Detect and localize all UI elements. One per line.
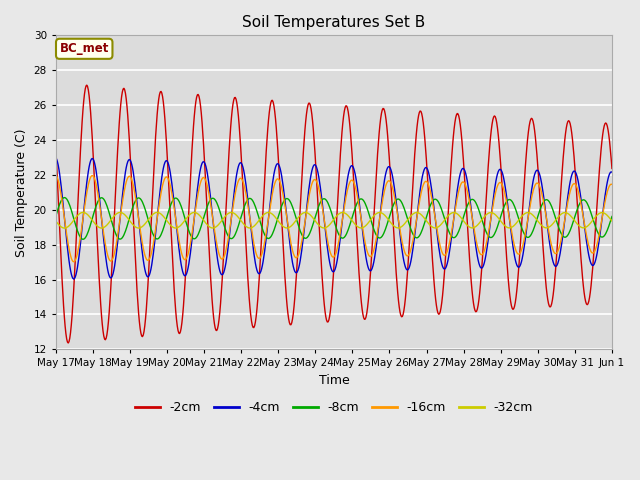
- -4cm: [608, 169, 616, 175]
- Line: -32cm: -32cm: [56, 212, 612, 228]
- Line: -8cm: -8cm: [56, 198, 612, 240]
- Title: Soil Temperatures Set B: Soil Temperatures Set B: [243, 15, 426, 30]
- -16cm: [177, 245, 184, 251]
- -8cm: [63, 196, 70, 202]
- -8cm: [608, 214, 616, 219]
- -16cm: [206, 196, 214, 202]
- -4cm: [177, 256, 184, 262]
- -8cm: [403, 214, 411, 220]
- -2cm: [177, 325, 185, 331]
- -8cm: [52, 214, 60, 219]
- Y-axis label: Soil Temperature (C): Soil Temperature (C): [15, 128, 28, 257]
- -16cm: [419, 185, 426, 191]
- -4cm: [419, 173, 426, 179]
- -16cm: [120, 190, 128, 196]
- Text: BC_met: BC_met: [60, 42, 109, 55]
- -32cm: [63, 225, 70, 230]
- -32cm: [52, 218, 60, 224]
- -32cm: [61, 225, 68, 231]
- -4cm: [62, 230, 70, 236]
- -8cm: [207, 197, 214, 203]
- -32cm: [79, 209, 87, 215]
- -32cm: [419, 214, 427, 220]
- -16cm: [52, 172, 60, 178]
- -32cm: [403, 218, 411, 224]
- -2cm: [65, 340, 72, 346]
- -2cm: [62, 331, 70, 336]
- -32cm: [121, 212, 129, 217]
- -4cm: [52, 155, 60, 161]
- -4cm: [403, 266, 410, 272]
- -2cm: [608, 166, 616, 171]
- -4cm: [120, 180, 128, 186]
- -8cm: [79, 237, 87, 242]
- -2cm: [52, 145, 60, 151]
- -16cm: [403, 252, 410, 258]
- -4cm: [70, 276, 77, 282]
- -8cm: [419, 224, 427, 230]
- -32cm: [207, 225, 214, 230]
- -4cm: [206, 188, 214, 193]
- -2cm: [83, 82, 91, 88]
- -2cm: [207, 273, 214, 279]
- -32cm: [177, 222, 185, 228]
- X-axis label: Time: Time: [319, 374, 349, 387]
- Line: -4cm: -4cm: [56, 158, 612, 279]
- -16cm: [70, 259, 77, 264]
- Line: -16cm: -16cm: [56, 175, 612, 262]
- -32cm: [608, 218, 616, 224]
- -8cm: [121, 230, 129, 236]
- -2cm: [403, 277, 411, 283]
- Line: -2cm: -2cm: [56, 85, 612, 343]
- -8cm: [177, 204, 185, 209]
- -2cm: [121, 87, 129, 93]
- Legend: -2cm, -4cm, -8cm, -16cm, -32cm: -2cm, -4cm, -8cm, -16cm, -32cm: [130, 396, 538, 420]
- -16cm: [608, 181, 616, 187]
- -8cm: [61, 195, 68, 201]
- -2cm: [419, 120, 427, 126]
- -16cm: [62, 226, 70, 232]
